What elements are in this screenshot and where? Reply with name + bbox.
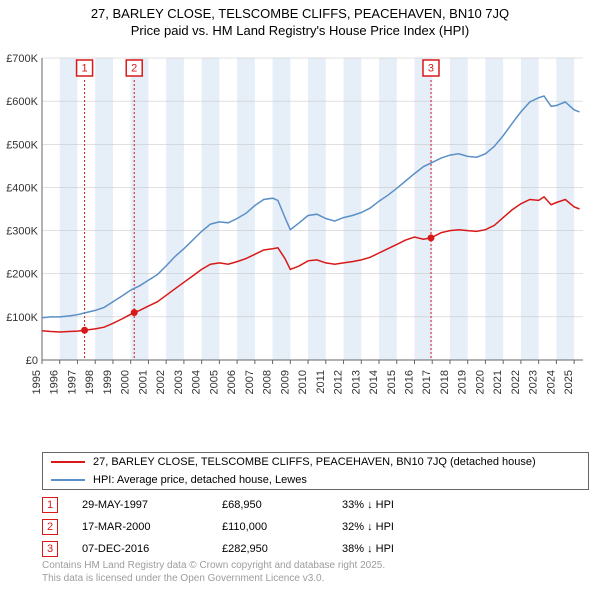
y-tick-label: £400K — [6, 182, 38, 194]
x-tick-label: 2023 — [528, 370, 540, 394]
x-tick-label: 2011 — [315, 370, 327, 394]
x-tick-label: 1998 — [84, 370, 96, 394]
y-tick-label: £100K — [6, 312, 38, 324]
x-tick-label: 1995 — [31, 370, 43, 394]
event-row: 2 17-MAR-2000£110,00032% ↓ HPI — [42, 516, 589, 538]
event-date: 17-MAR-2000 — [82, 521, 222, 533]
event-row: 1 29-MAY-1997£68,95033% ↓ HPI — [42, 494, 589, 516]
y-tick-label: £600K — [6, 96, 38, 108]
event-price: £282,950 — [222, 543, 342, 555]
event-marker-3: 3 — [428, 62, 434, 74]
x-tick-label: 2015 — [386, 370, 398, 394]
event-badge: 3 — [42, 541, 58, 557]
attribution-line-1: Contains HM Land Registry data © Crown c… — [42, 560, 589, 573]
x-tick-label: 1996 — [49, 370, 61, 394]
y-tick-label: £200K — [6, 269, 38, 281]
legend-row: HPI: Average price, detached house, Lewe… — [43, 471, 588, 489]
event-marker-2: 2 — [131, 62, 137, 74]
legend-label: HPI: Average price, detached house, Lewe… — [93, 474, 307, 486]
x-tick-label: 2024 — [545, 370, 557, 394]
x-tick-label: 2022 — [510, 370, 522, 394]
event-price: £110,000 — [222, 521, 342, 533]
x-tick-label: 2000 — [120, 370, 132, 394]
chart-svg: £0£100K£200K£300K£400K£500K£600K£700K199… — [42, 50, 589, 408]
x-tick-label: 1999 — [102, 370, 114, 394]
x-tick-label: 2021 — [492, 370, 504, 394]
x-tick-label: 2005 — [208, 370, 220, 394]
x-tick-label: 1997 — [66, 370, 78, 394]
x-tick-label: 2001 — [137, 370, 149, 394]
x-tick-label: 2016 — [403, 370, 415, 394]
legend-swatch — [51, 461, 85, 463]
title-line-1: 27, BARLEY CLOSE, TELSCOMBE CLIFFS, PEAC… — [0, 6, 600, 23]
x-tick-label: 2017 — [421, 370, 433, 394]
x-tick-label: 2010 — [297, 370, 309, 394]
x-tick-label: 2019 — [457, 370, 469, 394]
event-marker-1: 1 — [82, 62, 88, 74]
event-diff: 32% ↓ HPI — [342, 521, 394, 533]
price-chart: £0£100K£200K£300K£400K£500K£600K£700K199… — [42, 50, 589, 408]
x-tick-label: 2012 — [333, 370, 345, 394]
event-table: 1 29-MAY-1997£68,95033% ↓ HPI 2 17-MAR-2000… — [42, 494, 589, 560]
event-diff: 38% ↓ HPI — [342, 543, 394, 555]
event-date: 07-DEC-2016 — [82, 543, 222, 555]
x-tick-label: 2006 — [226, 370, 238, 394]
x-tick-label: 2003 — [173, 370, 185, 394]
x-tick-label: 2009 — [279, 370, 291, 394]
x-tick-label: 2008 — [262, 370, 274, 394]
x-tick-label: 2002 — [155, 370, 167, 394]
legend-row: 27, BARLEY CLOSE, TELSCOMBE CLIFFS, PEAC… — [43, 453, 588, 471]
x-tick-label: 2018 — [439, 370, 451, 394]
event-badge: 1 — [42, 497, 58, 513]
x-tick-label: 2013 — [350, 370, 362, 394]
event-badge: 2 — [42, 519, 58, 535]
y-tick-label: £0 — [26, 355, 38, 367]
chart-title: 27, BARLEY CLOSE, TELSCOMBE CLIFFS, PEAC… — [0, 0, 600, 40]
y-tick-label: £300K — [6, 226, 38, 238]
event-date: 29-MAY-1997 — [82, 499, 222, 511]
y-tick-label: £500K — [6, 139, 38, 151]
y-tick-label: £700K — [6, 53, 38, 65]
event-price: £68,950 — [222, 499, 342, 511]
title-line-2: Price paid vs. HM Land Registry's House … — [0, 23, 600, 40]
attribution: Contains HM Land Registry data © Crown c… — [42, 560, 589, 585]
event-diff: 33% ↓ HPI — [342, 499, 394, 511]
x-tick-label: 2007 — [244, 370, 256, 394]
attribution-line-2: This data is licensed under the Open Gov… — [42, 573, 589, 586]
legend-swatch — [51, 479, 85, 481]
x-tick-label: 2020 — [474, 370, 486, 394]
x-tick-label: 2004 — [191, 370, 203, 394]
event-row: 3 07-DEC-2016£282,95038% ↓ HPI — [42, 538, 589, 560]
legend-label: 27, BARLEY CLOSE, TELSCOMBE CLIFFS, PEAC… — [93, 456, 536, 468]
legend: 27, BARLEY CLOSE, TELSCOMBE CLIFFS, PEAC… — [42, 452, 589, 490]
x-tick-label: 2025 — [563, 370, 575, 394]
x-tick-label: 2014 — [368, 370, 380, 394]
